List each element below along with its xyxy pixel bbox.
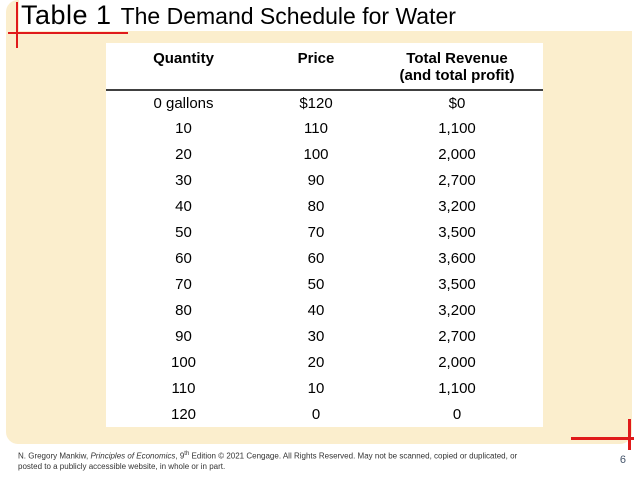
table-cell: 60 — [175, 249, 192, 267]
table-cell: 0 — [311, 405, 321, 423]
demand-schedule-table: Quantity Price Total Revenue (and total … — [106, 43, 543, 427]
table-cell: 40 — [175, 198, 192, 216]
table-row: 60 60 3,600 — [106, 246, 543, 272]
table-number-label: Table 1 — [21, 0, 112, 30]
table-cell: 3,200 — [438, 198, 476, 216]
table-cell: 100 — [170, 353, 197, 371]
table-cell: 20 — [175, 146, 192, 164]
table-cell: 30 — [307, 327, 325, 345]
table-row: 50 70 3,500 — [106, 220, 543, 246]
table-row: 0 gallons $120 $0 — [106, 90, 543, 116]
table-cell: 90 — [175, 327, 192, 345]
table-cell: 110 — [171, 379, 196, 397]
credit-author: N. Gregory Mankiw, — [18, 451, 91, 461]
table-cell: $120 — [299, 94, 333, 112]
table-cell: 2,000 — [438, 353, 476, 371]
table-cell: 3,200 — [438, 301, 476, 319]
table-cell: 90 — [307, 172, 325, 190]
column-header-price: Price — [261, 43, 371, 91]
table-cell: 70 — [307, 224, 325, 242]
copyright-footer: N. Gregory Mankiw, Principles of Economi… — [18, 449, 578, 473]
credit-edition-number: , 9 — [175, 451, 185, 461]
table-cell: 50 — [307, 275, 325, 293]
table-cell: 20 — [307, 353, 325, 371]
crop-mark-bottom-vertical — [628, 419, 631, 450]
table-cell: 3,600 — [438, 249, 476, 267]
table-cell: 60 — [307, 249, 325, 267]
table-cell: 50 — [175, 224, 192, 242]
table-cell: 1,100 — [438, 379, 476, 397]
crop-mark-top-vertical — [15, 2, 18, 48]
table-cell: 110 — [304, 120, 328, 138]
table-cell: 80 — [307, 198, 325, 216]
table-cell: 10 — [175, 120, 192, 138]
table-cell: 1,100 — [438, 120, 476, 138]
table-row: 110 10 1,100 — [106, 375, 543, 401]
credit-book-title: Principles of Economics — [90, 451, 176, 461]
table-row: 20 100 2,000 — [106, 142, 543, 168]
table-row: 90 30 2,700 — [106, 323, 543, 349]
table-row: 10 110 1,100 — [106, 116, 543, 142]
table-cell: 100 — [303, 146, 329, 164]
table-cell: 40 — [307, 301, 325, 319]
table-cell: 2,700 — [438, 172, 476, 190]
table-row: 80 40 3,200 — [106, 297, 543, 323]
table-cell: 80 — [175, 301, 192, 319]
credit-rights-text: Edition © 2021 Cengage. All Rights Reser… — [189, 451, 518, 461]
table-cell: 70 — [175, 275, 192, 293]
table-cell: 2,700 — [438, 327, 476, 345]
title-band — [19, 0, 638, 31]
table-cell: 2,000 — [438, 146, 476, 164]
table-cell: $0 — [448, 94, 466, 112]
table-cell: 3,500 — [438, 224, 476, 242]
demand-schedule-table-panel: Quantity Price Total Revenue (and total … — [106, 43, 543, 427]
table-row: 120 0 0 — [106, 401, 543, 427]
table-header-row: Quantity Price Total Revenue (and total … — [106, 43, 543, 91]
table-row: 30 90 2,700 — [106, 168, 543, 194]
table-row: 40 80 3,200 — [106, 194, 543, 220]
column-header-quantity: Quantity — [106, 43, 261, 91]
table-cell: 30 — [175, 172, 192, 190]
table-row: 70 50 3,500 — [106, 271, 543, 297]
table-title-text: The Demand Schedule for Water — [120, 3, 456, 29]
column-header-total-revenue-line1: Total Revenue — [406, 50, 508, 67]
copyright-line1: N. Gregory Mankiw, Principles of Economi… — [18, 449, 578, 462]
copyright-line2: posted to a publicly accessible website,… — [18, 462, 226, 472]
column-header-total-revenue-line2: (and total profit) — [399, 67, 515, 84]
table-cell: 10 — [307, 379, 325, 397]
table-cell: 0 — [452, 405, 462, 423]
page-number: 6 — [619, 454, 626, 466]
demand-table-body: 0 gallons $120 $0 10 110 1,100 20 100 2,000 30 90 2… — [106, 90, 543, 427]
column-header-total-revenue: Total Revenue (and total profit) — [371, 43, 543, 91]
table-cell: 120 — [170, 405, 197, 423]
credit-edition-suffix: th — [184, 451, 190, 457]
crop-mark-bottom-horizontal — [571, 437, 634, 440]
table-cell: 0 gallons — [153, 94, 214, 112]
slide-title: Table 1 The Demand Schedule for Water — [21, 0, 456, 31]
table-cell: 3,500 — [438, 275, 476, 293]
table-row: 100 20 2,000 — [106, 349, 543, 375]
crop-mark-top-horizontal — [8, 31, 128, 34]
